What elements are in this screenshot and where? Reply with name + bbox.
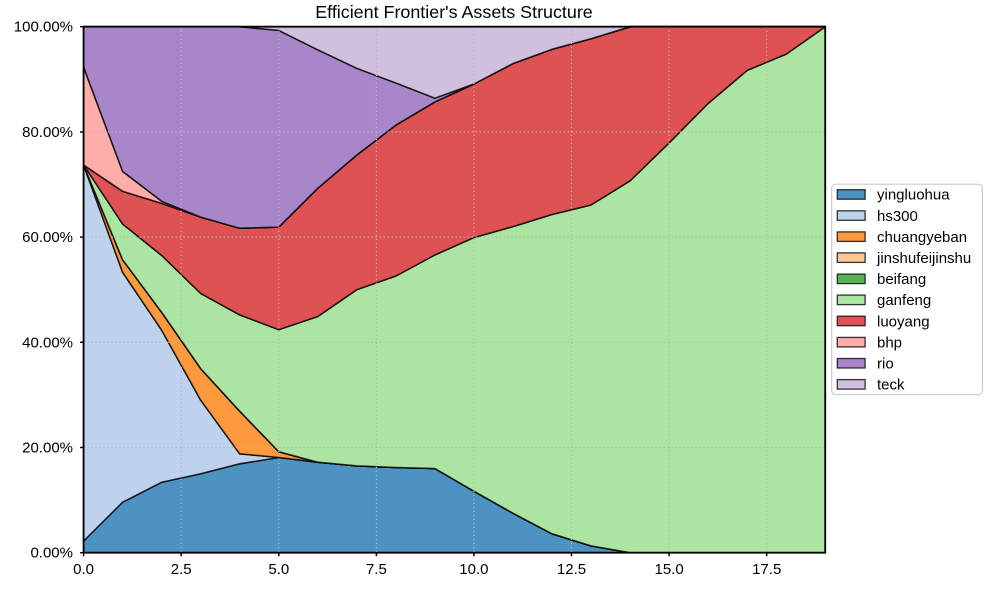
svg-text:teck: teck xyxy=(877,377,905,394)
svg-text:rio: rio xyxy=(877,356,894,373)
svg-text:luoyang: luoyang xyxy=(877,313,930,330)
svg-text:jinshufeijinshu: jinshufeijinshu xyxy=(876,250,971,267)
svg-text:60.00%: 60.00% xyxy=(22,229,73,246)
svg-text:40.00%: 40.00% xyxy=(22,334,73,351)
svg-text:5.0: 5.0 xyxy=(268,561,289,578)
svg-text:chuangyeban: chuangyeban xyxy=(877,229,967,246)
svg-text:0.00%: 0.00% xyxy=(30,545,73,562)
svg-text:10.0: 10.0 xyxy=(459,561,488,578)
svg-text:bhp: bhp xyxy=(877,334,902,351)
svg-text:20.00%: 20.00% xyxy=(22,440,73,457)
svg-text:7.5: 7.5 xyxy=(366,561,387,578)
svg-text:yingluohua: yingluohua xyxy=(877,187,950,204)
svg-text:hs300: hs300 xyxy=(877,208,918,225)
svg-text:17.5: 17.5 xyxy=(752,561,781,578)
svg-text:beifang: beifang xyxy=(877,271,926,288)
svg-text:2.5: 2.5 xyxy=(171,561,192,578)
svg-text:ganfeng: ganfeng xyxy=(877,292,931,309)
svg-text:Efficient Frontier's Assets St: Efficient Frontier's Assets Structure xyxy=(315,2,593,22)
svg-text:100.00%: 100.00% xyxy=(14,19,73,36)
svg-text:15.0: 15.0 xyxy=(654,561,683,578)
svg-text:0.0: 0.0 xyxy=(73,561,94,578)
svg-text:12.5: 12.5 xyxy=(557,561,586,578)
svg-text:80.00%: 80.00% xyxy=(22,124,73,141)
